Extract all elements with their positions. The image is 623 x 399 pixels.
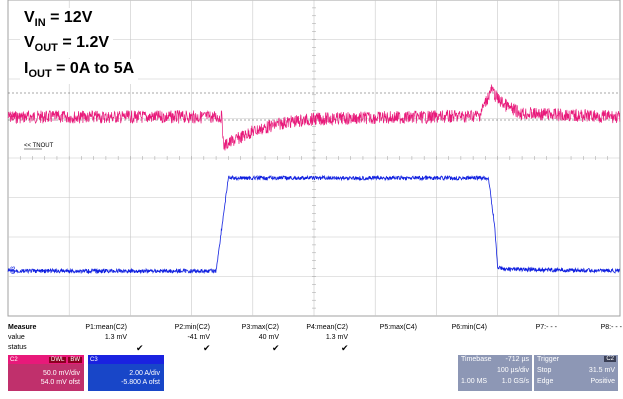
timebase-delay: -712 µs — [505, 356, 530, 363]
c3-offset: -5.800 A ofst — [121, 379, 160, 386]
status-check-2-icon: ✔ — [203, 343, 211, 353]
value-label: value — [8, 334, 25, 341]
measure-value-3: 40 mV — [258, 334, 279, 341]
measure-col-4[interactable]: P4:mean(C2) — [306, 324, 348, 331]
measure-col-3[interactable]: P3:max(C2) — [241, 324, 279, 331]
channel-c3-box[interactable]: C3 2.00 A/div -5.800 A ofst — [88, 355, 164, 391]
measure-col-5[interactable]: P5:max(C4) — [379, 324, 417, 331]
status-check-1-icon: ✔ — [136, 343, 144, 353]
timebase-label: Timebase — [461, 356, 492, 363]
trigger-label: Trigger — [537, 356, 559, 363]
measure-col-6[interactable]: P6:min(C4) — [451, 324, 487, 331]
measure-value-2: -41 mV — [187, 334, 210, 341]
measure-col-1[interactable]: P1:mean(C2) — [85, 324, 127, 331]
measure-col-8[interactable]: P8:- - - — [600, 324, 622, 331]
iout-condition: IOUT = 0A to 5A — [20, 59, 139, 85]
vin-condition: VIN = 12V — [20, 8, 97, 34]
timebase-box[interactable]: Timebase -712 µs 100 µs/div 1.00 MS 1.0 … — [458, 355, 532, 391]
c2-scale: 50.0 mV/div — [43, 370, 80, 377]
trigger-type: Edge — [537, 378, 554, 385]
scope-screen: C2 C3 << TNOUT VIN = 12V VOUT = 1.2V IOUT … — [7, 0, 621, 317]
c3-channel-name: C3 — [90, 356, 98, 363]
trigger-level-marker: << TNOUT — [24, 143, 54, 149]
c3-scale: 2.00 A/div — [129, 370, 160, 377]
c2-waveform — [7, 84, 621, 151]
measure-value-1: 1.3 mV — [104, 334, 127, 341]
timebase-rate: 1.0 GS/s — [501, 378, 529, 385]
c2-channel-name: C2 — [10, 356, 18, 363]
c2-tag-dwl: DWL — [48, 356, 67, 363]
timebase-samples: 1.00 MS — [461, 378, 488, 385]
trigger-channel: C2 — [604, 356, 616, 362]
measure-heading: Measure — [8, 324, 37, 331]
trigger-slope: Positive — [590, 378, 615, 385]
status-check-3-icon: ✔ — [272, 343, 280, 353]
measure-header-row: Measure P1:mean(C2) P2:min(C2) P3:max(C2… — [0, 324, 623, 334]
vout-condition: VOUT = 1.2V — [20, 33, 114, 59]
measure-value-row: value 1.3 mV -41 mV 40 mV 1.3 mV — [0, 334, 623, 344]
measure-panel: Measure P1:mean(C2) P2:min(C2) P3:max(C2… — [0, 318, 623, 399]
measure-col-7[interactable]: P7:- - - — [535, 324, 557, 331]
status-check-4-icon: ✔ — [341, 343, 349, 353]
c2-offset: 54.0 mV ofst — [40, 379, 80, 386]
trigger-box[interactable]: Trigger C2 Stop 31.5 mV Edge Positive — [534, 355, 618, 391]
c2-tag-bw: BW — [68, 356, 82, 363]
trigger-level: 31.5 mV — [588, 367, 615, 374]
c3-marker: C3 — [11, 266, 17, 274]
measure-value-4: 1.3 mV — [325, 334, 348, 341]
measure-col-2[interactable]: P2:min(C2) — [174, 324, 210, 331]
c2-marker: C2 — [11, 112, 17, 120]
c3-waveform — [7, 174, 620, 275]
timebase-per-div: 100 µs/div — [496, 367, 529, 374]
channel-c2-box[interactable]: C2 DWL BW 50.0 mV/div 54.0 mV ofst — [8, 355, 84, 391]
status-label: status — [8, 344, 27, 351]
trigger-mode: Stop — [537, 367, 552, 374]
measure-status-row: status ✔ ✔ ✔ ✔ — [0, 343, 623, 354]
